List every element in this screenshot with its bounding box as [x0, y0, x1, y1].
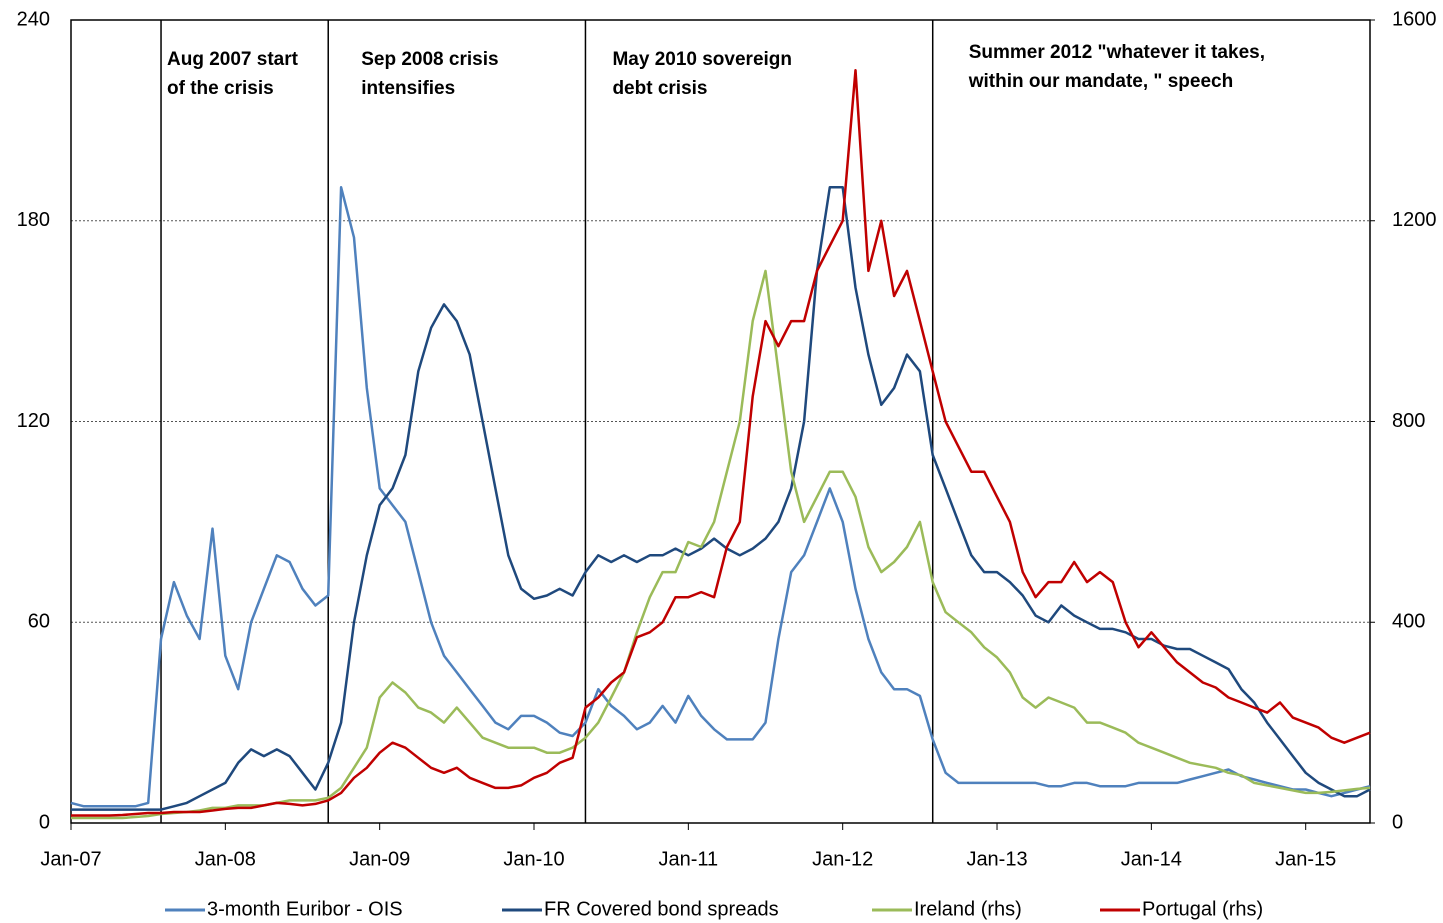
series-line — [70, 186, 1371, 808]
y2-tick-label: 1600 — [1392, 8, 1437, 30]
series-line — [71, 68, 1371, 817]
y2-tick-label: 1200 — [1392, 209, 1437, 231]
legend-label: FR Covered bond spreads — [544, 898, 779, 920]
x-tick-label: Jan-12 — [812, 848, 873, 870]
y-tick-label: 60 — [28, 611, 50, 633]
y-tick-label: 120 — [17, 410, 50, 432]
y-tick-label: 180 — [17, 209, 50, 231]
x-tick-label: Jan-08 — [195, 848, 256, 870]
annotation: Aug 2007 start — [167, 49, 299, 70]
annotation: debt crisis — [612, 78, 707, 99]
x-tick-label: Jan-09 — [349, 848, 410, 870]
y-tick-label: 0 — [39, 811, 50, 833]
plot-frame — [70, 19, 1371, 824]
annotation: May 2010 sovereign — [612, 49, 792, 70]
y2-tick-label: 400 — [1392, 611, 1425, 633]
x-tick-label: Jan-07 — [40, 848, 101, 870]
x-tick-label: Jan-15 — [1275, 848, 1336, 870]
series-line — [71, 186, 1371, 811]
series-line — [71, 269, 1371, 820]
legend-label: 3-month Euribor - OIS — [207, 898, 403, 920]
legend-label: Ireland (rhs) — [914, 898, 1022, 920]
annotation: intensifies — [361, 78, 455, 99]
y2-tick-label: 800 — [1392, 410, 1425, 432]
y2-tick-label: 0 — [1392, 811, 1403, 833]
annotation: of the crisis — [167, 78, 274, 99]
x-tick-label: Jan-10 — [503, 848, 564, 870]
legend-label: Portugal (rhs) — [1142, 898, 1263, 920]
x-tick-label: Jan-11 — [659, 848, 719, 870]
y-tick-label: 240 — [17, 8, 50, 30]
annotation: within our mandate, " speech — [968, 71, 1234, 92]
x-tick-label: Jan-14 — [1121, 848, 1182, 870]
annotation: Sep 2008 crisis — [361, 49, 498, 70]
x-tick-label: Jan-13 — [966, 848, 1027, 870]
annotation: Summer 2012 "whatever it takes, — [969, 42, 1265, 63]
